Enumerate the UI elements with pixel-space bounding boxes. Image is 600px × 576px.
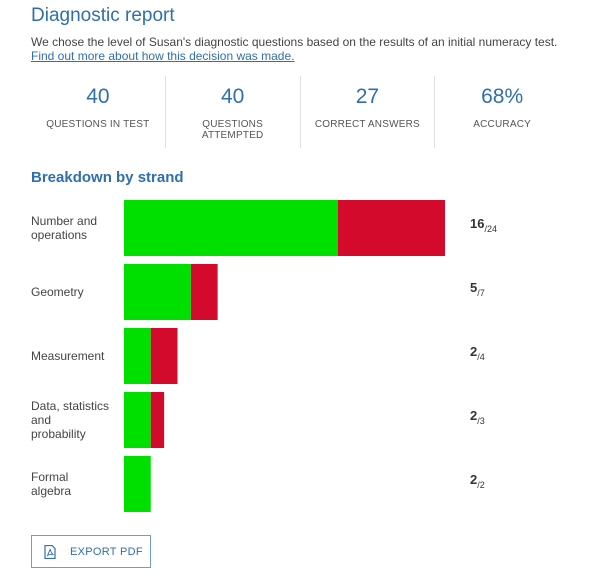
score-total: /2 <box>477 480 485 490</box>
strand-score: 2/4 <box>470 344 485 362</box>
summary-stats: 40 QUESTIONS IN TEST 40 QUESTIONS ATTEMP… <box>31 76 569 148</box>
stat-correct-answers: 27 CORRECT ANSWERS <box>301 76 436 148</box>
export-pdf-button[interactable]: EXPORT PDF <box>31 535 151 568</box>
breakdown-title: Breakdown by strand <box>31 169 184 186</box>
bar-correct <box>124 456 151 512</box>
score-total: /7 <box>477 288 485 298</box>
score-total: /4 <box>477 352 485 362</box>
bar-correct <box>124 200 338 256</box>
score-total: /24 <box>484 224 497 234</box>
stat-label-line: CORRECT ANSWERS <box>314 119 420 130</box>
stat-questions-attempted: 40 QUESTIONS ATTEMPTED <box>166 76 301 148</box>
bar-correct <box>124 328 151 384</box>
strand-score: 2/2 <box>470 472 485 490</box>
stat-value: 40 <box>220 85 245 108</box>
score-correct: 2 <box>470 472 477 487</box>
page-title: Diagnostic report <box>31 5 175 26</box>
stat-value: 40 <box>86 85 110 108</box>
stat-label: QUESTIONS ATTEMPTED <box>166 119 300 141</box>
pdf-file-icon <box>44 544 56 559</box>
stat-value: 27 <box>355 85 380 108</box>
bar-incorrect <box>338 200 445 256</box>
stat-label: QUESTIONS IN TEST <box>31 119 165 130</box>
bar-incorrect <box>150 392 165 448</box>
strand-label: Measurement <box>31 349 105 363</box>
bar-incorrect <box>190 264 218 320</box>
strand-label: and <box>31 413 51 427</box>
intro-text-block: We chose the level of Susan's diagnostic… <box>31 35 591 63</box>
strand-label: probability <box>31 427 86 441</box>
stat-label-line: ATTEMPTED <box>201 130 264 141</box>
score-correct: 2 <box>470 408 477 423</box>
stat-label-line: QUESTIONS <box>202 119 263 130</box>
score-total: /3 <box>477 416 485 426</box>
strand-label: operations <box>31 228 87 242</box>
strand-label: Data, statistics <box>31 399 109 413</box>
stat-label-line: ACCURACY <box>473 119 531 130</box>
strand-label: algebra <box>31 484 71 498</box>
strand-label: Formal <box>31 470 68 484</box>
score-correct: 2 <box>470 344 477 359</box>
stat-value: 68% <box>481 85 524 108</box>
strand-score: 16/24 <box>470 216 497 234</box>
bar-correct <box>124 392 151 448</box>
intro-text: We chose the level of Susan's diagnostic… <box>31 35 558 49</box>
strand-score: 5/7 <box>470 280 485 298</box>
score-correct: 5 <box>470 280 477 295</box>
stat-accuracy: 68% ACCURACY <box>435 76 569 148</box>
strand-score: 2/3 <box>470 408 485 426</box>
stat-label-line: QUESTIONS IN TEST <box>46 119 150 130</box>
strand-label: Number and <box>31 214 97 228</box>
export-pdf-label: EXPORT PDF <box>70 545 143 558</box>
bar-correct <box>124 264 191 320</box>
strand-label: Geometry <box>31 285 84 299</box>
stat-questions-in-test: 40 QUESTIONS IN TEST <box>31 76 166 148</box>
learn-more-link[interactable]: Find out more about how this decision wa… <box>31 49 295 63</box>
stat-label: ACCURACY <box>435 119 569 130</box>
bar-incorrect <box>150 328 178 384</box>
stat-label: CORRECT ANSWERS <box>301 119 435 130</box>
score-correct: 16 <box>470 216 484 231</box>
